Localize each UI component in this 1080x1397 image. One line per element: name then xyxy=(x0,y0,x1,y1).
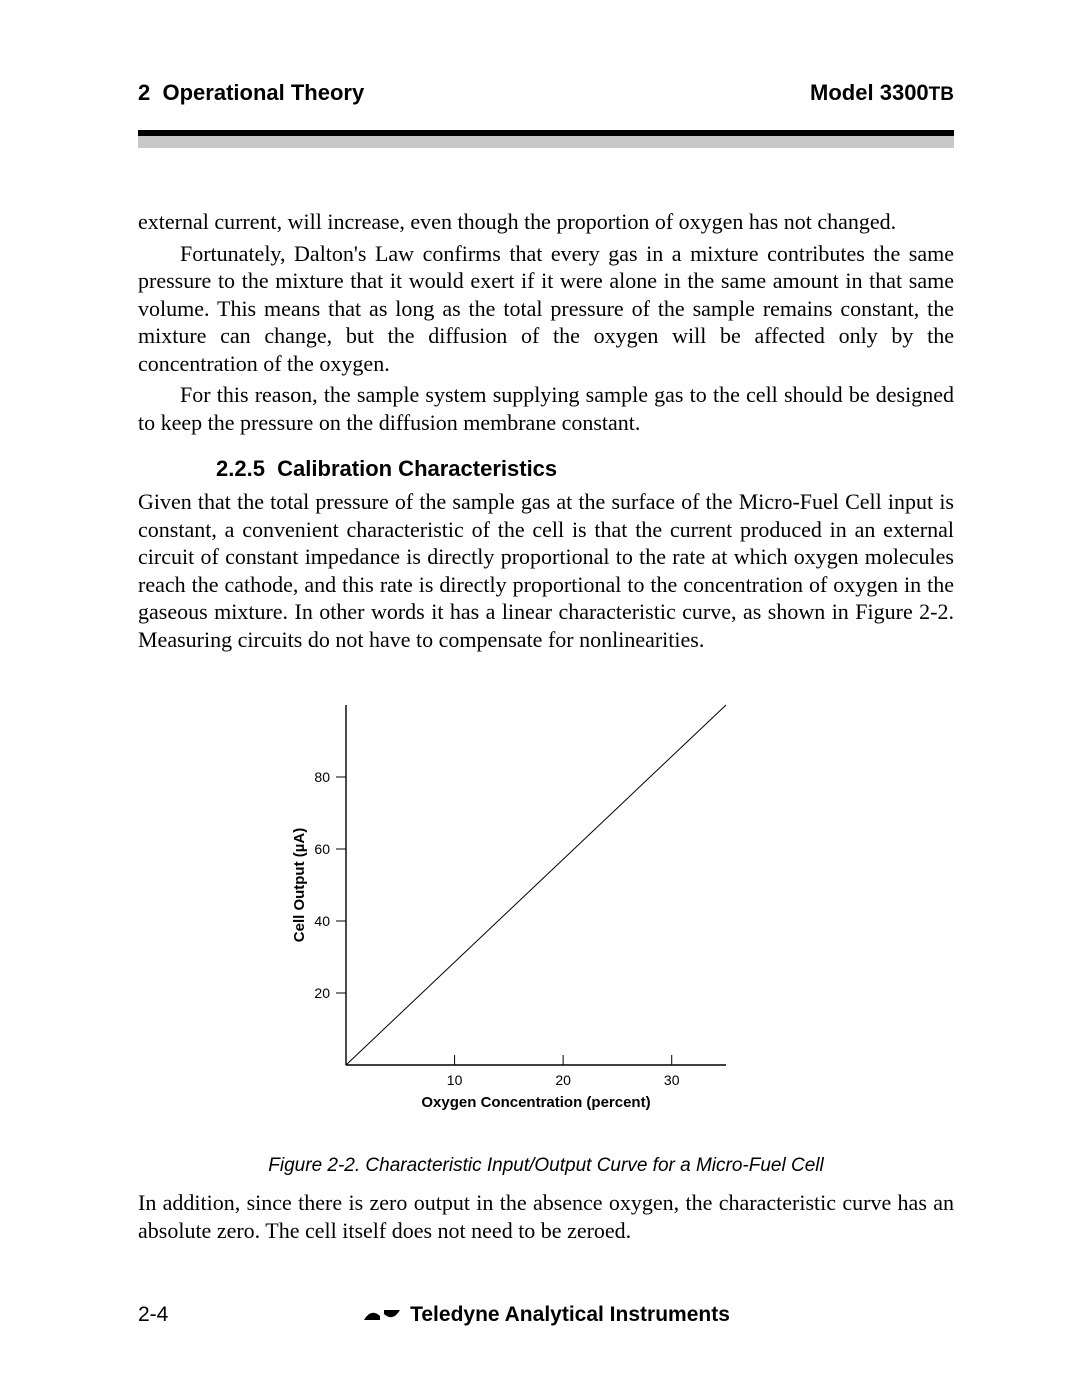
page-footer: 2-4 Teledyne Analytical Instruments xyxy=(138,1303,954,1327)
section-number: 2.2.5 xyxy=(216,456,265,481)
page-number: 2-4 xyxy=(138,1303,168,1327)
model-word: Model xyxy=(810,80,874,105)
svg-text:Oxygen Concentration (percent): Oxygen Concentration (percent) xyxy=(421,1094,650,1111)
footer-company: Teledyne Analytical Instruments xyxy=(410,1303,730,1327)
teledyne-logo-icon xyxy=(362,1306,402,1324)
svg-text:30: 30 xyxy=(664,1072,680,1088)
paragraph-1: external current, will increase, even th… xyxy=(138,208,954,236)
model-number: 3300 xyxy=(880,80,929,105)
rule-gray xyxy=(138,136,954,148)
model-label-block: Model 3300TB xyxy=(810,80,954,106)
chapter-number: 2 xyxy=(138,80,150,105)
chart-svg: 20 40 60 80 10 20 30 Oxygen Concentration (perc… xyxy=(286,695,806,1125)
paragraph-4: Given that the total pressure of the sam… xyxy=(138,488,954,653)
svg-text:10: 10 xyxy=(447,1072,463,1088)
body-text: external current, will increase, even th… xyxy=(138,208,954,653)
paragraph-3: For this reason, the sample system suppl… xyxy=(138,381,954,436)
model-suffix: TB xyxy=(929,84,954,105)
section-title: Calibration Characteristics xyxy=(277,456,557,481)
chapter-title: Operational Theory xyxy=(162,80,364,105)
svg-text:80: 80 xyxy=(314,769,330,785)
svg-text:20: 20 xyxy=(555,1072,571,1088)
svg-text:40: 40 xyxy=(314,913,330,929)
page-header: 2 Operational Theory Model 3300TB xyxy=(138,80,954,106)
svg-text:Cell Output (µA): Cell Output (µA) xyxy=(291,828,308,942)
figure-2-2: 20 40 60 80 10 20 30 Oxygen Concentration (perc… xyxy=(138,695,954,1177)
body-text-after-fig: In addition, since there is zero output … xyxy=(138,1189,954,1244)
paragraph-5: In addition, since there is zero output … xyxy=(138,1189,954,1244)
svg-text:60: 60 xyxy=(314,841,330,857)
chapter-label: 2 Operational Theory xyxy=(138,80,364,106)
figure-caption: Figure 2-2. Characteristic Input/Output … xyxy=(268,1155,823,1177)
svg-text:20: 20 xyxy=(314,985,330,1001)
section-heading: 2.2.5 Calibration Characteristics xyxy=(216,456,954,482)
header-rule xyxy=(138,130,954,148)
paragraph-2: Fortunately, Dalton's Law confirms that … xyxy=(138,240,954,378)
